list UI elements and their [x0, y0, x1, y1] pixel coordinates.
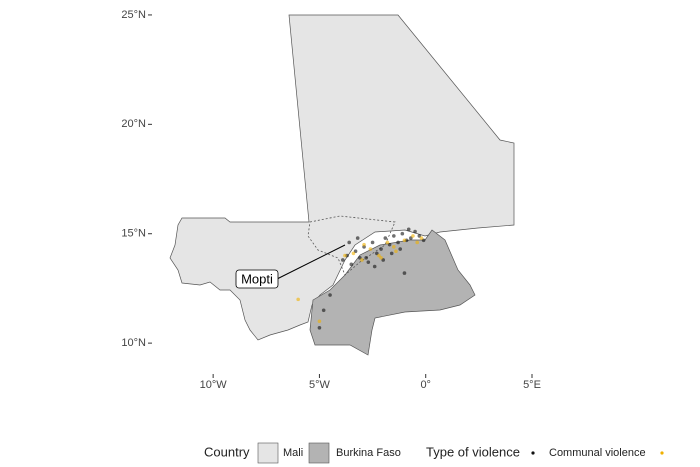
- x-tick-label: 10°W: [200, 379, 228, 391]
- event-point: [413, 229, 417, 234]
- event-point: [351, 251, 356, 256]
- x-tick-label: 5°E: [523, 379, 541, 391]
- legend-key: [660, 451, 664, 455]
- y-tick-label: 15°N: [121, 228, 146, 240]
- event-point: [392, 234, 396, 238]
- event-point: [362, 242, 366, 247]
- legend-title: Type of violence: [426, 444, 520, 459]
- event-point: [368, 247, 373, 251]
- legend-label: Burkina Faso: [336, 447, 401, 459]
- event-point: [343, 253, 347, 258]
- legend-key: [257, 442, 279, 464]
- legend-label: Mali: [283, 447, 303, 459]
- event-point: [366, 260, 371, 264]
- x-tick-label: 0°: [420, 379, 431, 391]
- legend: Country Mali Burkina Faso Type of violen…: [204, 442, 664, 464]
- event-point: [321, 308, 326, 313]
- points: [296, 227, 426, 330]
- event-point: [370, 240, 375, 245]
- event-point: [400, 231, 405, 236]
- event-point: [392, 245, 396, 249]
- mali: [169, 14, 515, 341]
- axes: 25°N 20°N 15°N 10°N 10°W 5°W 0° 5°E: [121, 9, 541, 391]
- legend-label: Communal violence: [549, 447, 646, 459]
- burkina-faso: [309, 229, 476, 356]
- event-point: [364, 255, 368, 260]
- legend-key: [308, 442, 330, 464]
- y-tick-label: 10°N: [121, 337, 146, 349]
- event-point: [349, 262, 354, 267]
- event-point: [396, 240, 400, 245]
- event-point: [379, 247, 383, 251]
- event-point: [341, 258, 345, 262]
- annotation: Mopti: [241, 271, 273, 286]
- event-point: [355, 236, 360, 240]
- y-tick-label: 25°N: [121, 9, 146, 21]
- event-point: [347, 240, 351, 245]
- event-point: [383, 236, 388, 240]
- annotation-leader: [276, 244, 346, 280]
- event-point: [328, 293, 332, 297]
- event-point: [317, 319, 322, 324]
- y-tick-label: 20°N: [121, 118, 146, 130]
- event-point: [411, 234, 415, 238]
- legend-key: [531, 451, 535, 455]
- event-point: [372, 264, 377, 269]
- event-point: [360, 258, 364, 262]
- event-point: [402, 271, 407, 275]
- event-point: [406, 227, 411, 232]
- event-point: [419, 236, 424, 240]
- mopti-region: [307, 215, 396, 276]
- event-point: [389, 251, 394, 256]
- x-tick-label: 5°W: [309, 379, 331, 391]
- annotation-box: [235, 269, 279, 289]
- event-point: [415, 240, 420, 245]
- event-point: [317, 326, 322, 330]
- event-point: [398, 247, 403, 251]
- event-point: [402, 238, 407, 243]
- legend-title: Country: [204, 444, 250, 459]
- event-point: [385, 240, 390, 245]
- event-point: [296, 297, 300, 302]
- event-point: [379, 255, 383, 260]
- event-point: [394, 249, 398, 254]
